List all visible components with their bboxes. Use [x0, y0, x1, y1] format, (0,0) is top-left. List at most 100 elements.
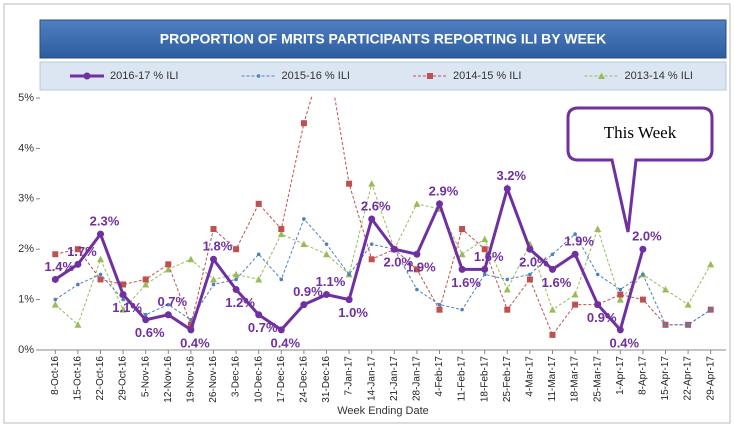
x-tick-label: 3-Dec-16 [231, 356, 242, 398]
data-label: 1.9% [564, 234, 594, 249]
point [503, 185, 511, 193]
x-tick-label: 15-Apr-17 [660, 356, 671, 401]
point [121, 297, 125, 302]
plot-area [51, 96, 715, 338]
point [526, 276, 533, 283]
point [503, 286, 511, 293]
point [390, 245, 398, 253]
point [97, 255, 104, 263]
point [53, 297, 58, 302]
point [74, 246, 81, 253]
y-tick-label: 4% [18, 142, 34, 154]
point [119, 306, 127, 313]
point [323, 291, 330, 299]
point [51, 301, 59, 308]
x-tick-label: 18-Mar-17 [570, 356, 581, 403]
point [52, 251, 59, 258]
point [458, 265, 466, 273]
callout-text: This Week [604, 123, 677, 142]
point [233, 246, 240, 253]
x-tick-label: 8-Oct-16 [50, 356, 61, 395]
point [662, 286, 669, 293]
x-tick-label: 18-Feb-17 [479, 356, 490, 403]
callout [566, 106, 714, 233]
x-tick-label: 4-Mar-17 [525, 356, 536, 397]
data-label: 0.4% [270, 335, 300, 350]
point [255, 275, 263, 283]
data-label: 1.9% [406, 260, 436, 275]
point [482, 272, 487, 277]
point [368, 256, 375, 263]
point [187, 321, 194, 328]
chart-title: PROPORTION OF MRITS PARTICIPANTS REPORTI… [160, 31, 606, 47]
x-tick-label: 8-Apr-17 [638, 356, 649, 395]
x-tick-label: 22-Oct-16 [95, 356, 106, 401]
point [255, 311, 263, 319]
legend-marker [427, 73, 433, 79]
x-tick-label: 28-Jan-17 [412, 356, 423, 401]
legend-marker [598, 72, 605, 79]
series-line [54, 181, 712, 326]
data-label: 1.2% [225, 295, 255, 310]
point [594, 301, 602, 309]
point [164, 311, 172, 319]
x-tick-label: 21-Jan-17 [389, 356, 400, 401]
x-tick-label: 12-Nov-16 [163, 356, 174, 403]
point [300, 301, 308, 309]
point [300, 240, 308, 248]
x-tick-label: 26-Nov-16 [208, 356, 219, 403]
point [234, 277, 238, 282]
point [618, 287, 623, 292]
point [436, 306, 443, 313]
point [460, 307, 464, 312]
point [481, 235, 489, 243]
point [504, 306, 511, 313]
x-tick-label: 15-Oct-16 [73, 356, 84, 401]
point [708, 307, 713, 312]
title-banner [39, 19, 727, 59]
point [142, 316, 150, 324]
series-line [55, 218, 711, 326]
point [436, 200, 443, 208]
point [256, 252, 261, 257]
x-tick-label: 29-Oct-16 [118, 356, 129, 401]
point [98, 272, 103, 277]
legend-label: 2016-17 % ILI [110, 70, 179, 82]
legend-label: 2015-16 % ILI [282, 70, 351, 82]
data-label: 0.7% [248, 320, 278, 335]
point [437, 302, 442, 307]
point [74, 260, 82, 268]
legend-label: 2013-14 % ILI [625, 70, 694, 82]
point [641, 272, 645, 277]
data-label: 2.9% [429, 183, 459, 198]
x-tick-label: 25-Mar-17 [592, 356, 603, 403]
point [369, 242, 374, 246]
x-tick-label: 25-Feb-17 [502, 356, 513, 403]
data-label: 0.6% [135, 325, 165, 340]
y-tick-label: 0% [18, 344, 34, 356]
x-tick-label: 4-Feb-17 [434, 356, 445, 397]
data-label: 0.4% [609, 335, 639, 350]
point [324, 242, 329, 246]
point [413, 266, 420, 273]
point [142, 276, 149, 283]
point [572, 301, 579, 308]
data-label: 1.6% [542, 275, 572, 290]
point [164, 265, 172, 273]
point [526, 245, 534, 253]
point [707, 260, 715, 268]
point [413, 200, 421, 207]
point [616, 296, 624, 303]
point [571, 291, 579, 298]
point [142, 280, 150, 288]
x-tick-label: 11-Mar-17 [547, 356, 558, 402]
data-label: 0.7% [157, 294, 187, 309]
point [549, 265, 556, 273]
data-label: 0.9% [587, 310, 617, 325]
point [639, 245, 647, 253]
point [549, 306, 556, 313]
data-label: 2.6% [361, 198, 391, 213]
point [346, 180, 353, 187]
